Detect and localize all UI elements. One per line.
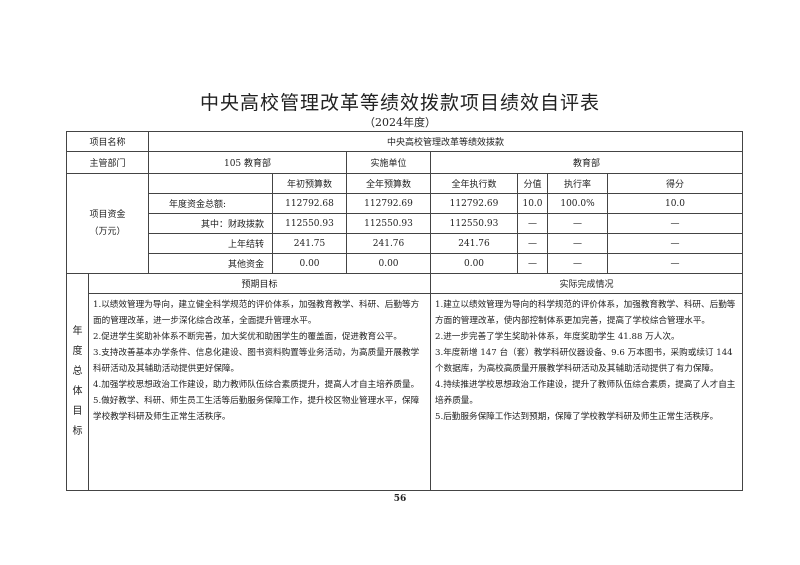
goals-label-text: 年度总体目标 (72, 326, 83, 437)
cell: — (607, 233, 744, 254)
cell: — (547, 253, 609, 274)
funds-header-row: 项目资金（万元） 年初预算数 全年预算数 全年执行数 分值 执行率 得分 (65, 173, 744, 274)
header-cell: 全年执行数 (430, 173, 519, 194)
cell: 10.0 (607, 193, 744, 214)
dept-value: 105 教育部 (148, 151, 348, 174)
expected-item: 2.促进学生奖助补体系不断完善，加大奖优和助困学生的覆盖面，促进教育公平。 (93, 332, 402, 342)
cell: 10.0 (517, 193, 549, 214)
cell: — (517, 233, 549, 254)
expected-label: 预期目标 (87, 273, 432, 294)
goals-label: 年度总体目标 (66, 273, 89, 491)
goals-row: 1.以绩效管理为导向，建立健全科学规范的评价体系，加强教育教学、科研、后勤等方面… (67, 293, 744, 491)
cell: — (607, 213, 744, 234)
cell: — (517, 253, 549, 274)
impl-label: 实施单位 (346, 151, 432, 174)
cell: 0.00 (272, 253, 348, 274)
actual-results: 1.建立以绩效管理为导向的科学规范的评价体系，加强教育教学、科研、后勤等方面的管… (430, 293, 744, 491)
expected-item: 5.做好教学、科研、师生员工生活等后勤服务保障工作，提升校区物业管理水平，保障学… (93, 396, 420, 422)
funds-label-text: 项目资金（万元） (89, 209, 126, 237)
cell: 241.76 (346, 233, 432, 254)
empty-header (148, 173, 274, 194)
cell: 0.00 (346, 253, 432, 274)
cell: 112550.93 (430, 213, 519, 234)
row-label: 上年结转 (148, 233, 274, 254)
cell: — (547, 233, 609, 254)
cell: 112792.68 (272, 193, 348, 214)
cell: 112792.69 (430, 193, 519, 214)
row-label: 其中：财政拨款 (148, 213, 274, 234)
table-row: 其他资金 0.00 0.00 0.00 — — — (67, 253, 744, 274)
table-row: 年度资金总额: 112792.68 112792.69 112792.69 10… (67, 193, 744, 214)
expected-item: 4.加强学校思想政治工作建设，助力教师队伍综合素质提升，提高人才自主培养质量。 (93, 380, 420, 390)
evaluation-table: 项目名称 中央高校管理改革等绩效拨款 主管部门 105 教育部 实施单位 教育部… (65, 131, 744, 491)
actual-item: 2.进一步完善了学生奖助补体系，年度奖助学生 41.88 万人次。 (435, 332, 680, 342)
table-row: 其中：财政拨款 112550.93 112550.93 112550.93 — … (67, 213, 744, 234)
page-subtitle: （2024年度） (364, 116, 436, 129)
actual-item: 1.建立以绩效管理为导向的科学规范的评价体系，加强教育教学、科研、后勤等方面的管… (435, 300, 736, 326)
page-number: 56 (393, 494, 407, 504)
cell: 112550.93 (346, 213, 432, 234)
cell: 112792.69 (346, 193, 432, 214)
row-label: 年度资金总额: (148, 193, 274, 214)
header-cell: 全年预算数 (346, 173, 432, 194)
header-cell: 执行率 (547, 173, 609, 194)
table-row: 上年结转 241.75 241.76 241.76 — — — (67, 233, 744, 254)
impl-value: 教育部 (430, 151, 744, 174)
dept-label: 主管部门 (65, 151, 150, 174)
cell: 112550.93 (272, 213, 348, 234)
header-cell: 年初预算数 (272, 173, 348, 194)
cell: 241.76 (430, 233, 519, 254)
row-label: 其他资金 (148, 253, 274, 274)
actual-label: 实际完成情况 (430, 273, 744, 294)
project-name-label: 项目名称 (65, 131, 150, 152)
header-cell: 分值 (517, 173, 549, 194)
dept-row: 主管部门 105 教育部 实施单位 教育部 (65, 151, 744, 174)
cell: — (547, 213, 609, 234)
funds-label: 项目资金（万元） (65, 173, 150, 274)
actual-item: 5.后勤服务保障工作达到预期，保障了学校教学科研及师生正常生活秩序。 (435, 412, 719, 422)
cell: 0.00 (430, 253, 519, 274)
cell: 241.75 (272, 233, 348, 254)
expected-item: 3.支持改善基本办学条件、信息化建设、图书资料购置等业务活动，为高质量开展教学科… (93, 348, 420, 374)
cell: 100.0% (547, 193, 609, 214)
page-title: 中央高校管理改革等绩效拨款项目绩效自评表 (199, 92, 600, 114)
cell: — (517, 213, 549, 234)
expected-item: 1.以绩效管理为导向，建立健全科学规范的评价体系，加强教育教学、科研、后勤等方面… (93, 300, 420, 326)
actual-item: 4.持续推进学校思想政治工作建设，提升了教师队伍综合素质，提高了人才自主培养质量… (435, 380, 736, 406)
expected-goals: 1.以绩效管理为导向，建立健全科学规范的评价体系，加强教育教学、科研、后勤等方面… (87, 293, 432, 491)
project-name-row: 项目名称 中央高校管理改革等绩效拨款 (65, 131, 744, 152)
header-cell: 得分 (607, 173, 744, 194)
goals-header-row: 年度总体目标 预期目标 实际完成情况 (66, 273, 744, 491)
cell: — (607, 253, 744, 274)
project-name: 中央高校管理改革等绩效拨款 (148, 131, 744, 152)
actual-item: 3.年度新增 147 台（套）教学科研仪器设备、9.6 万本图书，采购或续订 1… (435, 348, 733, 374)
